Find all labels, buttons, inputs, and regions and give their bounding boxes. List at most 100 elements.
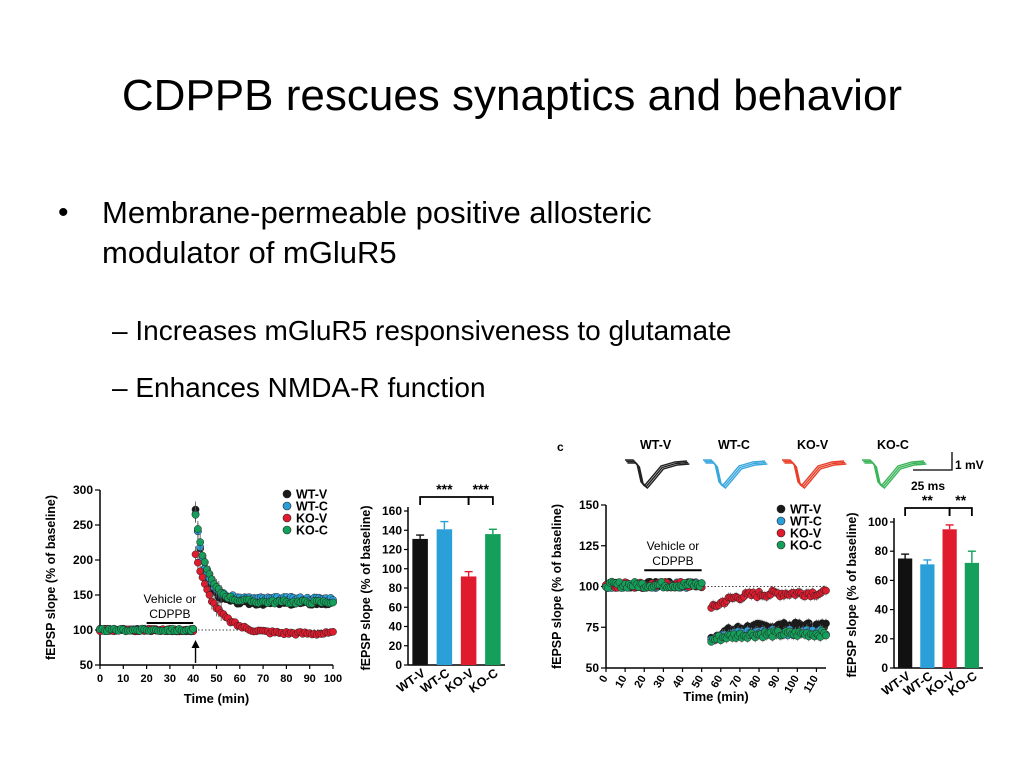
bar-ko-v xyxy=(460,576,477,665)
y-tick-label: 150 xyxy=(579,498,599,512)
y-tick-label: 20 xyxy=(389,639,403,653)
y-tick-label: 125 xyxy=(579,539,599,553)
y-tick-label: 20 xyxy=(875,632,889,646)
x-tick-label: 100 xyxy=(782,674,802,696)
bar-ko-v xyxy=(942,529,957,668)
y-tick-label: 50 xyxy=(586,661,600,675)
y-tick-label: 140 xyxy=(382,523,402,537)
x-tick-label: 60 xyxy=(709,674,726,691)
x-tick-label: 10 xyxy=(117,673,129,685)
bullet-dot: • xyxy=(58,196,69,229)
bar-wt-c xyxy=(436,529,453,665)
traces-panel: WT-V WT-C KO-V KO-C 1 mV 25 ms c xyxy=(557,438,984,493)
bar-wt-c xyxy=(920,564,935,668)
x-tick-label: 20 xyxy=(632,674,649,691)
data-point-ko-v xyxy=(822,586,830,595)
bar-chart-left: 0 20 40 60 80 100 120 140 160 fEPSP slope (% of b… xyxy=(359,481,505,696)
y-tick-label: 60 xyxy=(389,600,403,614)
legend-marker xyxy=(282,525,292,535)
timecourse-chart-left: 50 100 150 200 250 300 0 10 20 30 40 50 60 70 80 90 100 T… xyxy=(44,483,342,706)
significance-label: *** xyxy=(436,481,453,497)
x-tick-label: 50 xyxy=(690,674,707,691)
scale-bar xyxy=(913,452,953,471)
annotation-line-2: CDPPB xyxy=(652,554,693,568)
stimulus-arrowhead xyxy=(191,640,200,648)
legend-label: KO-V xyxy=(296,512,328,526)
x-tick-label: 30 xyxy=(651,674,668,691)
data-point-ko-c xyxy=(196,538,205,546)
data-point-ko-c xyxy=(201,558,209,567)
y-tick-label: 250 xyxy=(73,518,93,532)
trace-ko-c xyxy=(864,462,927,489)
sub-bullet-2: – Enhances NMDA-R function xyxy=(112,370,972,406)
y-tick-label: 150 xyxy=(73,588,93,602)
y-tick-label: 100 xyxy=(868,515,888,529)
scale-time-label: 25 ms xyxy=(911,479,945,493)
x-tick-label: 0 xyxy=(597,674,610,685)
x-tick-label: 30 xyxy=(164,673,176,685)
trace-label: WT-V xyxy=(640,438,672,452)
y-tick-label: 80 xyxy=(389,581,403,595)
significance-bracket xyxy=(948,507,973,516)
x-tick-label: 40 xyxy=(671,674,688,691)
y-tick-label: 60 xyxy=(875,573,889,587)
trace-ko-v xyxy=(784,462,847,489)
x-tick-label: 70 xyxy=(257,673,269,685)
y-tick-label: 100 xyxy=(579,580,599,594)
data-point-ko-c xyxy=(329,598,337,607)
x-tick-label: 90 xyxy=(304,673,316,685)
trace-label: KO-V xyxy=(797,438,829,452)
x-tick-label: 70 xyxy=(728,674,745,691)
data-point-ko-c xyxy=(189,624,198,633)
y-tick-label: 50 xyxy=(80,658,94,672)
x-axis-label: Time (min) xyxy=(683,689,749,704)
data-point-ko-c xyxy=(194,525,202,533)
annotation-line-1: Vehicle or xyxy=(647,539,700,553)
significance-bracket xyxy=(467,496,494,505)
y-tick-label: 200 xyxy=(73,553,93,567)
legend-marker xyxy=(282,501,292,511)
legend-marker xyxy=(282,489,292,499)
trace-wt-c xyxy=(705,462,768,489)
legend-marker xyxy=(776,528,786,538)
y-tick-label: 0 xyxy=(881,661,888,675)
x-tick-label: 10 xyxy=(613,674,630,691)
legend-label: KO-V xyxy=(790,527,822,541)
bar-ko-c xyxy=(964,562,979,668)
significance-label: *** xyxy=(473,481,490,497)
sub-dash: – xyxy=(112,315,128,346)
bar-wt-v xyxy=(412,538,428,665)
y-axis-label: fEPSP slope (% of baseline) xyxy=(550,504,564,669)
legend-label: KO-C xyxy=(790,539,822,553)
data-point-wt-v xyxy=(822,619,830,628)
annotation-line-1: Vehicle or xyxy=(144,592,197,606)
bullet-text: Membrane-permeable positive allosteric m… xyxy=(102,193,962,273)
significance-label: ** xyxy=(955,492,966,508)
y-axis-label: fEPSP slope (% of baseline) xyxy=(845,512,859,677)
legend-marker xyxy=(282,513,292,523)
legend-label: KO-C xyxy=(296,524,328,538)
y-tick-label: 0 xyxy=(395,658,402,672)
x-tick-label: 110 xyxy=(802,674,821,695)
legend-label: WT-V xyxy=(296,488,328,502)
data-point-ko-c xyxy=(822,631,830,640)
bar-wt-v xyxy=(898,558,913,668)
y-tick-label: 100 xyxy=(382,562,402,576)
x-tick-label: 80 xyxy=(280,673,292,685)
bullet-line-2: modulator of mGluR5 xyxy=(102,235,397,270)
legend-label: WT-V xyxy=(790,503,822,517)
x-tick-label: 60 xyxy=(234,673,246,685)
trace-label: KO-C xyxy=(877,438,909,452)
x-tick-label: 100 xyxy=(324,673,342,685)
sub-dash: – xyxy=(112,372,128,403)
scale-voltage-label: 1 mV xyxy=(955,458,984,472)
trace-wt-v xyxy=(627,462,690,489)
significance-label: ** xyxy=(922,492,933,508)
y-axis-label: fEPSP slope (% of baseline) xyxy=(359,505,373,670)
x-tick-label: 90 xyxy=(766,674,783,691)
x-tick-label: 80 xyxy=(747,674,764,691)
slide-title: CDPPB rescues synaptics and behavior xyxy=(121,71,903,120)
